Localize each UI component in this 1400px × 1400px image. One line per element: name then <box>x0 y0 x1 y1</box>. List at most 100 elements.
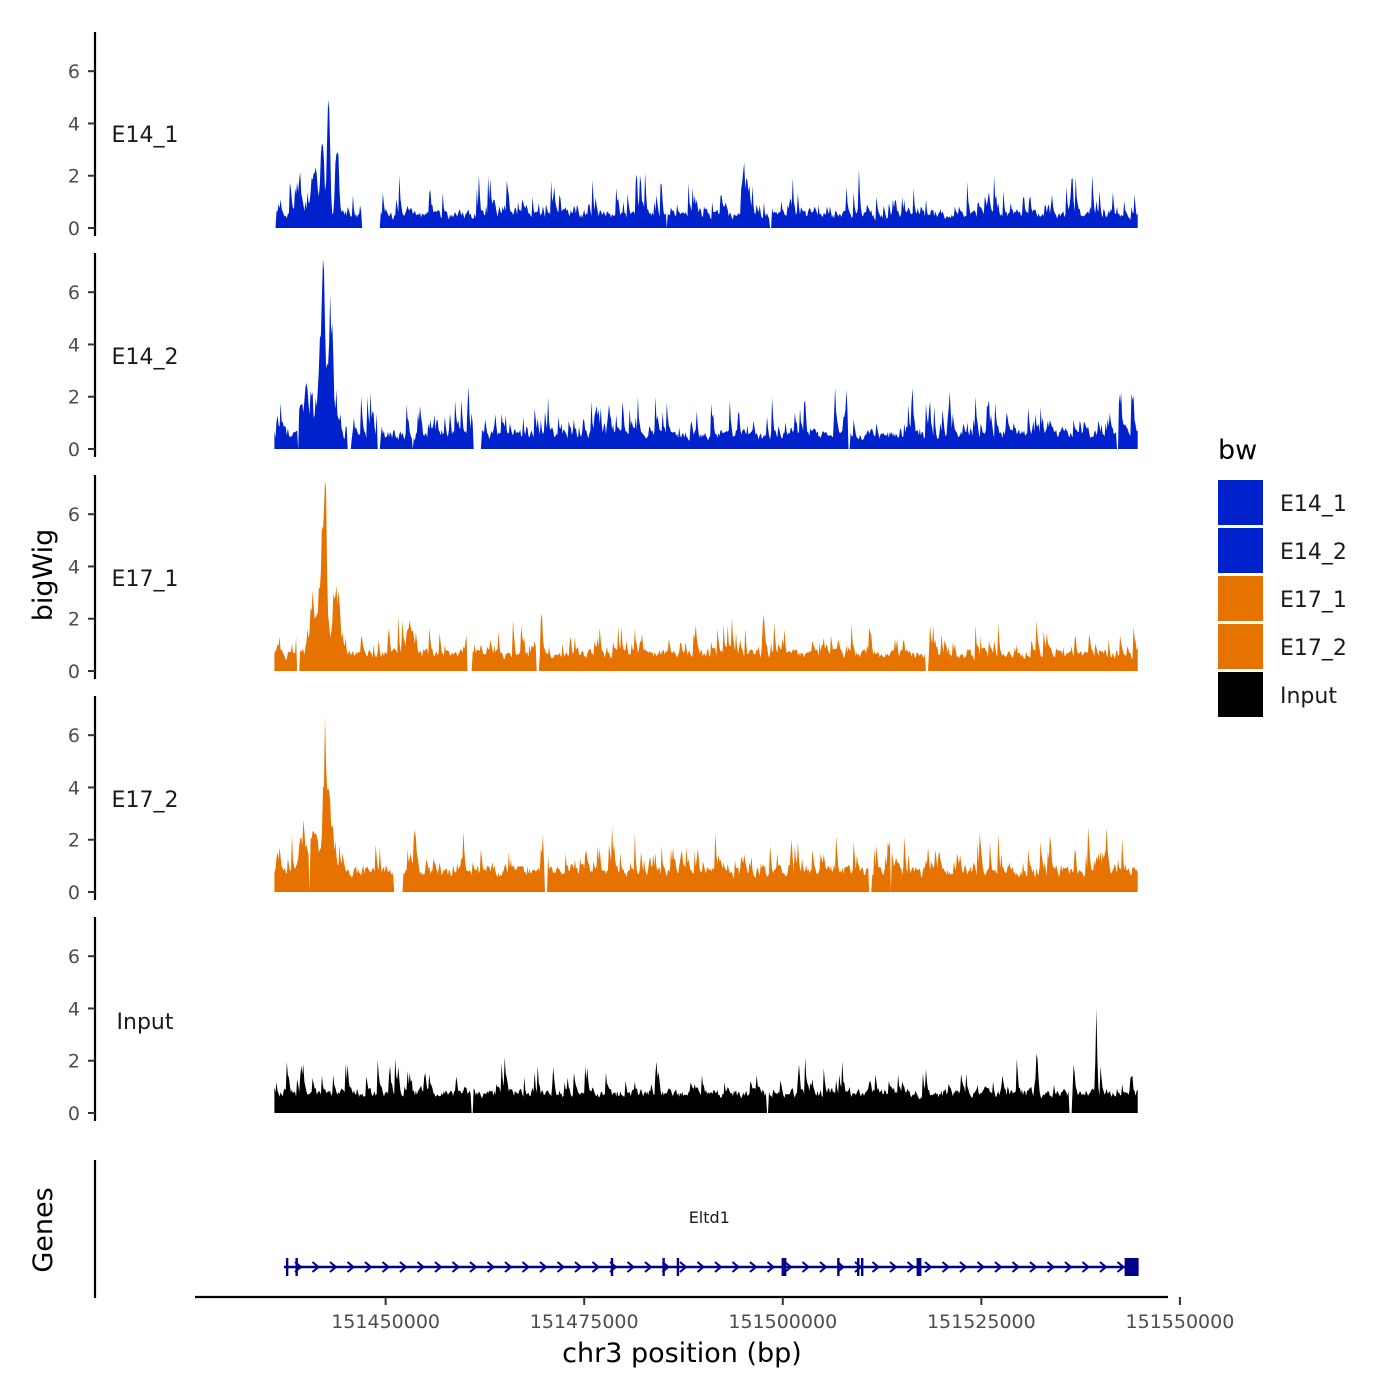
gene-exon <box>916 1258 919 1276</box>
strand-arrow <box>1064 1261 1073 1273</box>
legend-swatch <box>1218 576 1263 621</box>
legend-label: E14_1 <box>1280 492 1347 517</box>
legend-item-Input: Input <box>1218 672 1337 717</box>
strand-arrow <box>574 1261 583 1273</box>
track-E17_2: 0 2 4 6 E17_2 <box>68 696 1138 904</box>
strand-arrow <box>469 1261 478 1273</box>
strand-arrow <box>644 1261 653 1273</box>
legend-title: bw <box>1218 435 1257 466</box>
y-tick-label: 2 <box>68 387 80 409</box>
track-label: Input <box>117 1010 174 1035</box>
strand-arrow <box>521 1261 531 1273</box>
strand-arrow <box>784 1261 793 1273</box>
y-tick-label: 4 <box>68 998 80 1020</box>
x-axis-title: chr3 position (bp) <box>562 1338 802 1369</box>
strand-arrow <box>329 1261 338 1273</box>
strand-arrow <box>1099 1261 1108 1273</box>
gene-exon <box>837 1258 840 1276</box>
y-tick-label: 2 <box>68 609 80 631</box>
strand-arrow <box>364 1261 373 1273</box>
strand-arrow <box>311 1261 321 1273</box>
signal-area-E17_1 <box>274 480 1138 671</box>
y-tick-label: 6 <box>68 946 80 968</box>
legend-item-E14_1: E14_1 <box>1218 480 1347 525</box>
legend-label: E17_2 <box>1280 636 1347 661</box>
y-tick-label: 0 <box>68 218 80 240</box>
strand-arrow <box>504 1261 513 1273</box>
strand-arrow <box>889 1261 898 1273</box>
gene-exon-terminal <box>1124 1258 1139 1276</box>
strand-arrow <box>591 1261 601 1273</box>
strand-arrow <box>749 1261 758 1273</box>
y-tick-label: 2 <box>68 166 80 188</box>
y-tick-label: 6 <box>68 504 80 526</box>
coverage-tracks: 0 2 4 6 E14_1 0 2 4 6 E14_2 0 2 4 6 E17_1 0 2 4 6 E17_2 0 2 4 6… <box>68 32 1138 1125</box>
y-tick-label: 0 <box>68 1103 80 1125</box>
genes-axis-title: Genes <box>28 1187 59 1272</box>
strand-arrow <box>696 1261 706 1273</box>
strand-arrow <box>714 1261 723 1273</box>
strand-arrow <box>1116 1261 1126 1273</box>
signal-area-E17_2 <box>274 716 1138 892</box>
track-label: E14_1 <box>112 123 179 148</box>
x-tick-label: 151450000 <box>331 1311 440 1333</box>
track-E14_1: 0 2 4 6 E14_1 <box>68 32 1138 240</box>
strand-arrow <box>924 1261 933 1273</box>
gene-exon <box>676 1258 680 1276</box>
strand-arrow <box>906 1261 916 1273</box>
gene-exon <box>662 1258 665 1276</box>
legend-label: Input <box>1280 684 1337 709</box>
gene-exon <box>610 1258 614 1276</box>
strand-arrow <box>731 1261 741 1273</box>
strand-arrow <box>434 1261 443 1273</box>
strand-arrow <box>381 1261 391 1273</box>
y-tick-label: 2 <box>68 1051 80 1073</box>
strand-arrow <box>679 1261 688 1273</box>
strand-arrow <box>871 1261 881 1273</box>
y-tick-label: 4 <box>68 113 80 135</box>
track-E17_1: 0 2 4 6 E17_1 <box>68 475 1138 683</box>
strand-arrow <box>399 1261 408 1273</box>
y-tick-label: 6 <box>68 61 80 83</box>
x-tick-label: 151475000 <box>530 1311 639 1333</box>
x-axis: 151450000 151475000 151500000 151525000 1515… <box>195 1295 1235 1333</box>
y-tick-label: 4 <box>68 777 80 799</box>
legend-swatch <box>1218 480 1263 525</box>
strand-arrow <box>416 1261 426 1273</box>
track-Input: 0 2 4 6 Input <box>68 917 1138 1125</box>
legend-swatch <box>1218 672 1263 717</box>
x-tick-label: 151525000 <box>927 1311 1036 1333</box>
legend: bw E14_1 E14_2 E17_1 E17_2 Input <box>1218 435 1347 717</box>
y-tick-label: 2 <box>68 830 80 852</box>
gene-exon <box>918 1258 922 1276</box>
gene-track: Eltd1 <box>93 1160 1139 1298</box>
y-tick-label: 4 <box>68 334 80 356</box>
gene-exon <box>285 1258 289 1276</box>
y-tick-label: 0 <box>68 661 80 683</box>
track-label: E17_2 <box>112 788 179 813</box>
strand-arrow <box>1046 1261 1056 1273</box>
y-tick-label: 6 <box>68 282 80 304</box>
strand-arrow <box>766 1261 776 1273</box>
strand-arrow <box>854 1261 863 1273</box>
track-label: E14_2 <box>112 345 179 370</box>
legend-swatch <box>1218 528 1263 573</box>
gene-exon <box>783 1258 787 1276</box>
gene-exon <box>295 1258 298 1276</box>
legend-item-E17_2: E17_2 <box>1218 624 1347 669</box>
y-tick-label: 0 <box>68 882 80 904</box>
strand-arrow <box>346 1261 356 1273</box>
y-tick-label: 4 <box>68 556 80 578</box>
gene-exon <box>861 1258 864 1276</box>
x-tick-label: 151500000 <box>728 1311 837 1333</box>
x-tick-label: 151550000 <box>1126 1311 1235 1333</box>
strand-arrow <box>959 1261 968 1273</box>
gene-exon <box>857 1258 860 1276</box>
gene-label: Eltd1 <box>689 1208 730 1227</box>
y-axis-title: bigWig <box>28 529 59 622</box>
strand-arrow <box>1081 1261 1091 1273</box>
signal-area-E14_2 <box>274 258 1138 449</box>
y-tick-label: 0 <box>68 439 80 461</box>
legend-swatch <box>1218 624 1263 669</box>
